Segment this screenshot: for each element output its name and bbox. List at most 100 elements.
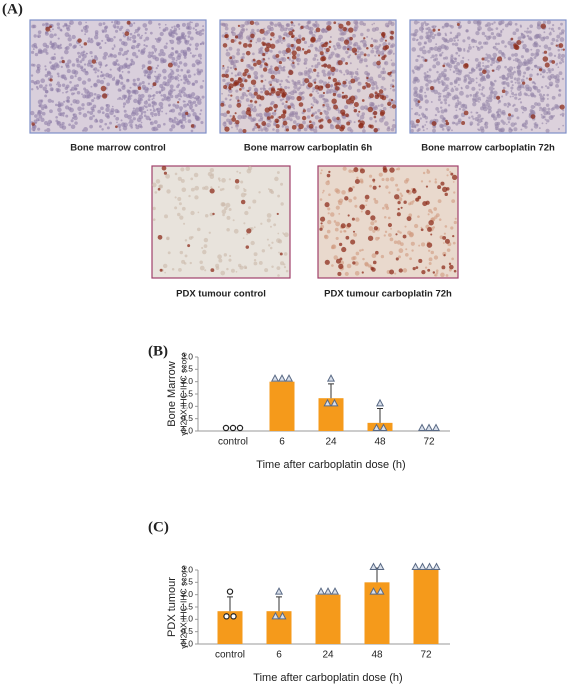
stained-cell [432,28,436,32]
cell [236,51,240,56]
stained-cell [301,48,305,51]
cell [493,96,497,100]
cell [194,42,200,47]
stained-cell [510,37,514,41]
cell [82,113,88,118]
cell [45,51,49,55]
stained-cell [115,125,118,129]
cell [485,53,488,56]
stained-cell [308,123,314,129]
cell [132,82,136,86]
cell [500,128,504,133]
cell [372,229,376,233]
cell [221,187,225,191]
cell [514,52,518,57]
cell [533,105,536,108]
stained-cell [445,119,448,123]
cell [202,25,205,28]
cell [250,240,255,246]
cell [541,75,545,79]
cell [69,22,72,25]
cell [379,37,384,43]
cell [468,43,471,46]
cell [151,94,155,97]
stained-cell [244,79,248,83]
cell [87,37,91,40]
cell [127,97,130,100]
stained-cell [310,36,316,42]
stained-cell [274,109,277,113]
stained-cell [444,192,448,197]
cell [478,88,481,91]
stained-cell [344,196,349,201]
cell [447,104,451,107]
cell [62,25,65,28]
cell [314,111,318,114]
cell [356,68,359,70]
cell [113,36,116,39]
stained-cell [349,36,353,41]
stained-cell [237,99,240,102]
cell [164,83,167,87]
stained-cell [440,181,445,186]
cell [357,50,360,53]
cell [190,187,195,192]
cell [562,124,565,127]
x-tick-label: 72 [420,650,432,661]
stained-cell [298,123,304,130]
cell [159,184,164,189]
stained-cell [429,85,434,91]
cell [180,167,185,172]
cell [38,114,43,119]
image-caption: Bone marrow carboplatin 6h [244,143,372,154]
cell [168,117,172,120]
cell [76,63,81,68]
cell [306,24,309,27]
cell [331,244,336,249]
cell [156,124,162,129]
cell [191,108,195,113]
cell [538,93,542,97]
cell [338,198,344,203]
cell [486,22,492,27]
stained-cell [352,261,356,265]
cell [198,61,201,64]
cell [106,82,110,87]
cell [354,204,358,208]
cell [177,65,181,68]
cell [444,101,447,105]
cell [103,51,108,57]
cell [209,212,214,217]
cell [238,171,242,175]
cell [236,128,239,130]
cell [472,102,477,107]
cell [170,124,176,129]
cell [249,103,254,108]
x-tick-label: 72 [423,437,435,448]
cell [495,47,499,51]
cell [221,34,225,38]
cell [195,95,200,100]
cell [268,68,272,71]
cell [253,125,258,129]
stained-cell [309,93,313,97]
stained-cell [496,56,503,62]
cell [176,55,181,61]
cell [208,231,211,234]
cell [527,86,533,92]
stained-cell [288,30,293,36]
cell [154,37,157,40]
cell [49,75,53,79]
stained-cell [31,122,35,126]
cell [221,66,225,70]
cell [277,232,280,235]
cell [369,79,375,84]
cell [523,71,527,75]
cell [159,49,164,54]
stained-cell [190,124,195,128]
cell [117,63,120,67]
cell [152,97,155,99]
cell [166,96,171,102]
cell [480,92,484,96]
cell [300,84,303,87]
